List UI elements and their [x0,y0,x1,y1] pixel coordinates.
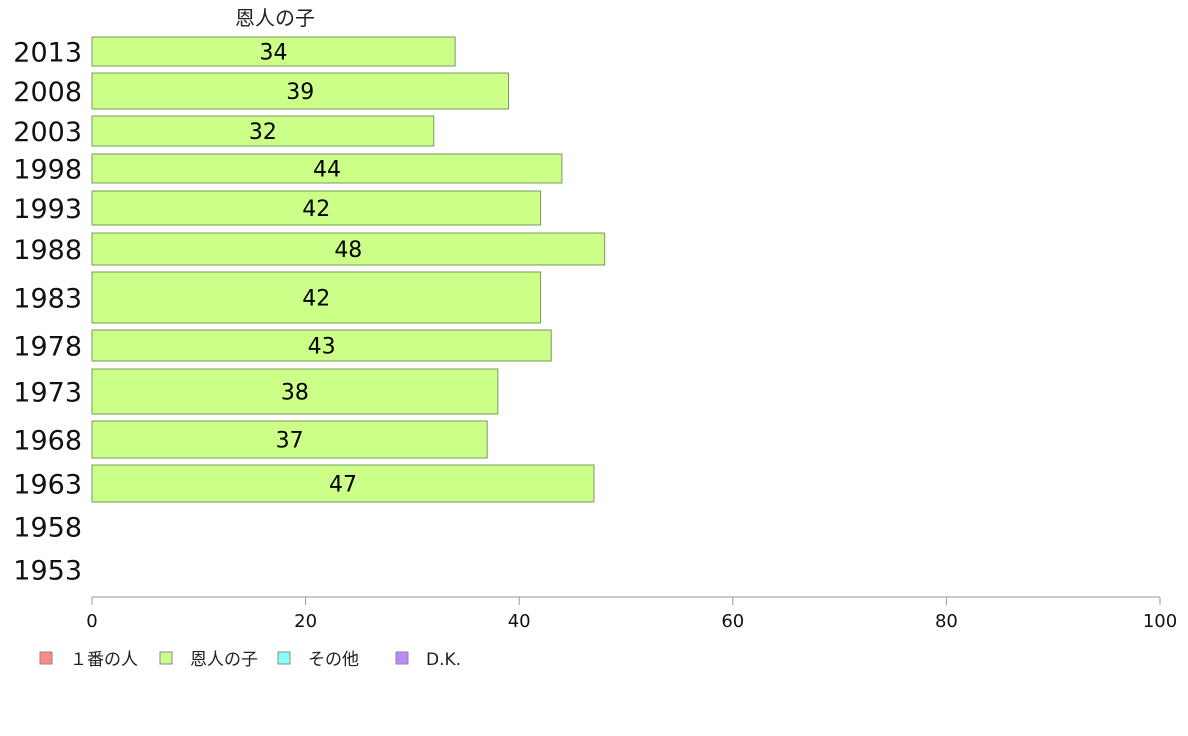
year-label: 2008 [13,77,82,108]
legend-item: 恩人の子 [159,650,258,670]
x-tick-label: 100 [1143,611,1177,632]
year-labels: 2013 2008 2003 1998 1993 1988 1983 1978 1973 1968… [13,38,82,587]
legend-swatch [277,651,291,665]
legend-label: １番の人 [70,650,138,670]
bar [91,153,563,184]
bar [91,329,552,362]
bar [91,115,435,147]
bar-value-label: 34 [260,41,288,66]
year-label: 1963 [13,470,82,501]
bar [91,232,606,266]
year-label: 1978 [13,332,82,363]
year-label: 1988 [13,235,82,266]
year-label: 2013 [13,38,82,69]
legend: １番の人 恩人の子 その他 D.K. [39,650,461,670]
bars-group [91,36,606,503]
bar-value-label: 39 [286,80,314,105]
bar [91,72,510,110]
bar-value-label: 42 [302,197,330,222]
x-tick-label: 80 [935,611,958,632]
x-tick-label: 60 [721,611,744,632]
year-label: 1953 [13,556,82,587]
bar-value-label: 42 [302,287,330,312]
x-axis: 0 20 40 60 80 100 [86,596,1177,632]
bar-value-label: 32 [249,120,277,145]
year-label: 1998 [13,155,82,186]
bar-value-label: 48 [334,238,362,263]
x-tick-label: 20 [294,611,317,632]
bar-value-label: 37 [276,429,304,454]
bar [91,190,542,226]
bar [91,36,456,67]
bar [91,420,488,459]
bar-value-label: 43 [308,335,336,360]
bar-value-label: 38 [281,381,309,406]
legend-item: １番の人 [39,650,138,670]
year-label: 1983 [13,284,82,315]
bar [91,271,542,324]
legend-swatch [395,651,409,665]
bar-value-label: 47 [329,473,357,498]
bar [91,464,595,503]
year-label: 1968 [13,426,82,457]
legend-item: D.K. [395,650,461,670]
legend-label: その他 [308,650,359,670]
legend-swatch [159,651,173,665]
year-label: 1973 [13,378,82,409]
legend-swatch [39,651,53,665]
year-label: 1958 [13,513,82,544]
x-tick-label: 0 [86,611,97,632]
year-label: 2003 [13,117,82,148]
legend-item: その他 [277,650,359,670]
series-title: 恩人の子 [235,6,315,30]
bar [91,368,499,415]
year-label: 1993 [13,194,82,225]
bar-value-label: 44 [313,158,341,183]
x-tick-label: 40 [508,611,531,632]
legend-label: 恩人の子 [190,650,258,670]
legend-label: D.K. [426,650,461,670]
